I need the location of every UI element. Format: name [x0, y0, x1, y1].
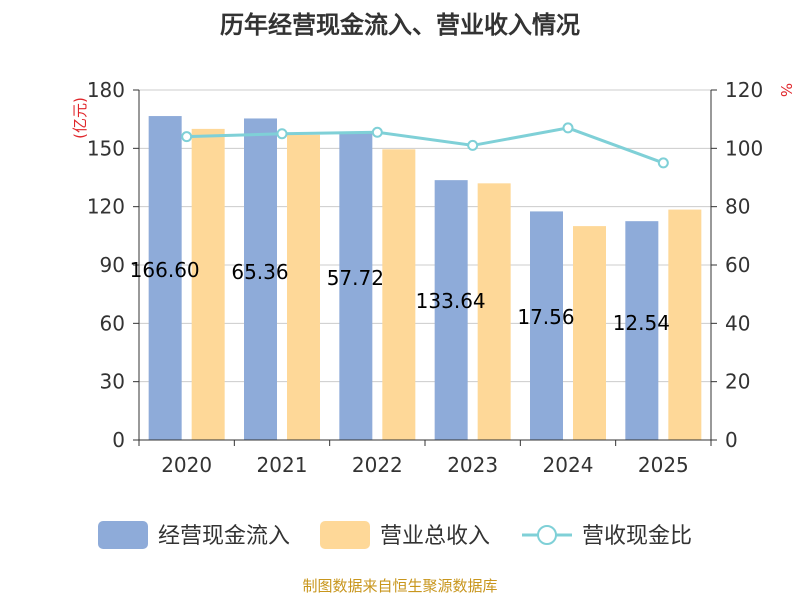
bar-revenue — [477, 183, 511, 441]
right-tick-label: 100 — [725, 136, 763, 160]
x-tick-label: 2020 — [161, 453, 212, 477]
data-label: 166.60 — [130, 258, 200, 282]
legend-swatch-ratio-marker — [537, 525, 557, 545]
bar-cash-inflow — [339, 133, 373, 441]
left-tick-label: 120 — [87, 195, 125, 219]
left-tick-label: 0 — [112, 428, 125, 452]
right-axis-unit: % — [777, 83, 795, 97]
legend-swatch-revenue — [320, 521, 370, 549]
bar-revenue — [287, 134, 320, 440]
bar-cash-inflow — [244, 118, 277, 440]
data-labels: 166.60 65.36 57.72 133.64 17.56 12.54 — [130, 258, 670, 335]
legend: 经营现金流入 营业总收入 营收现金比 — [98, 521, 692, 549]
left-tick-label: 180 — [87, 78, 125, 102]
grid — [139, 89, 711, 383]
bar-revenue — [573, 226, 606, 440]
source-note: 制图数据来自恒生聚源数据库 — [302, 577, 497, 595]
right-tick-label: 40 — [725, 311, 750, 335]
ratio-point — [276, 128, 288, 140]
left-axis-unit: (亿元) — [71, 97, 89, 139]
data-label: 57.72 — [327, 266, 384, 290]
bar-cash-inflow — [625, 221, 659, 440]
x-tick-label: 2021 — [257, 453, 308, 477]
axes: 0 30 60 90 120 150 180 0 20 40 60 80 100 120 2020 2021 2… — [87, 78, 763, 477]
ratio-point — [371, 126, 383, 138]
data-label: 17.56 — [517, 305, 574, 329]
ratio-line — [181, 122, 669, 169]
ratio-point — [562, 122, 574, 134]
bar-revenue — [382, 149, 416, 441]
bar-cash-inflow — [148, 116, 182, 441]
x-tick-label: 2022 — [352, 453, 403, 477]
x-tick-label: 2023 — [447, 453, 498, 477]
bar-cash-inflow — [530, 211, 563, 440]
data-label: 12.54 — [613, 311, 670, 335]
left-tick-label: 60 — [100, 311, 125, 335]
ratio-point — [657, 157, 669, 169]
right-tick-label: 20 — [725, 370, 750, 394]
bar-revenue — [191, 128, 225, 440]
right-tick-label: 80 — [725, 195, 750, 219]
ratio-point — [467, 139, 479, 151]
x-tick-label: 2024 — [543, 453, 594, 477]
left-tick-label: 150 — [87, 136, 125, 160]
data-label: 65.36 — [231, 260, 288, 284]
right-tick-label: 60 — [725, 253, 750, 277]
data-label: 133.64 — [416, 289, 486, 313]
right-tick-label: 0 — [725, 428, 738, 452]
ratio-line-path — [186, 126, 664, 165]
bar-cash-inflow — [434, 180, 468, 440]
left-tick-label: 90 — [100, 253, 125, 277]
right-tick-label: 120 — [725, 78, 763, 102]
legend-label-cash-inflow: 经营现金流入 — [158, 524, 290, 549]
left-tick-label: 30 — [100, 370, 125, 394]
legend-swatch-cash-inflow — [98, 521, 148, 549]
chart-title: 历年经营现金流入、营业收入情况 — [220, 11, 580, 39]
x-tick-label: 2025 — [638, 453, 689, 477]
legend-label-revenue: 营业总收入 — [380, 524, 490, 549]
ratio-point — [181, 131, 193, 143]
legend-label-ratio: 营收现金比 — [582, 524, 692, 549]
bar-revenue — [668, 209, 702, 440]
bars — [148, 116, 702, 441]
